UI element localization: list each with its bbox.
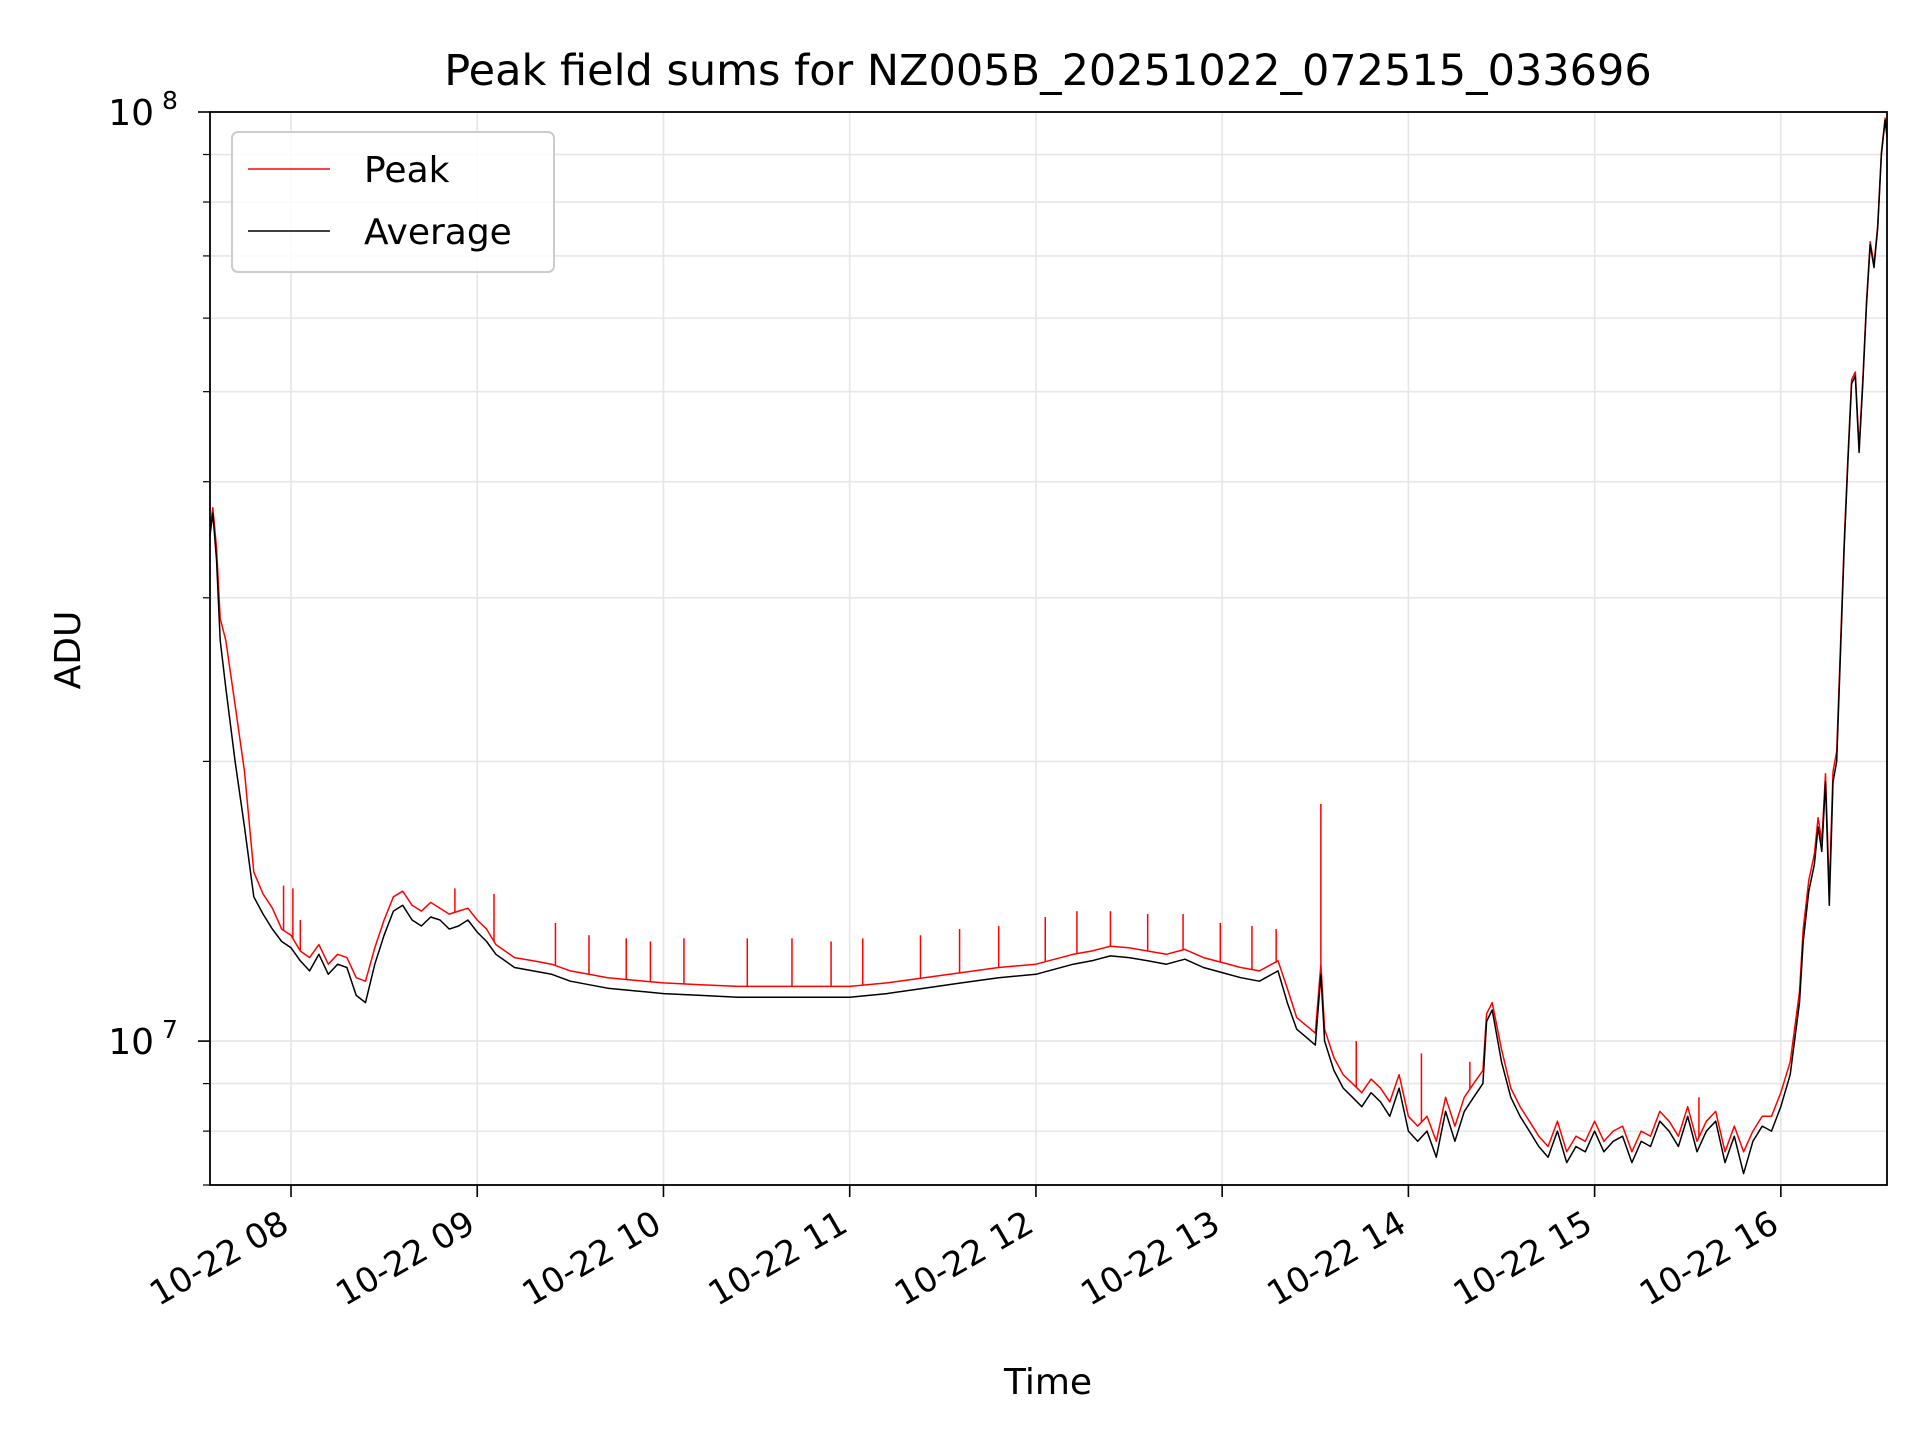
legend: Peak Average bbox=[231, 131, 555, 273]
x-tick-label: 10-22 16 bbox=[1633, 1203, 1785, 1314]
x-tick-label: 10-22 12 bbox=[888, 1203, 1040, 1314]
x-tick-label: 10-22 09 bbox=[329, 1203, 481, 1314]
y-tick-exponent: 7 bbox=[162, 1015, 178, 1044]
x-tick-label: 10-22 11 bbox=[702, 1203, 854, 1314]
x-tick-label: 10-22 14 bbox=[1260, 1203, 1412, 1314]
plot-frame bbox=[209, 111, 1888, 1186]
x-tick-label: 10-22 10 bbox=[516, 1203, 668, 1314]
y-tick-exponent: 8 bbox=[162, 86, 178, 115]
series-layer bbox=[209, 117, 1888, 1175]
x-tick-label: 10-22 15 bbox=[1447, 1203, 1599, 1314]
y-tick-label: 10 bbox=[108, 1022, 154, 1063]
legend-label-average: Average bbox=[364, 212, 512, 253]
x-tick-label: 10-22 08 bbox=[143, 1203, 295, 1314]
y-tick-label: 10 bbox=[108, 93, 154, 134]
legend-label-peak: Peak bbox=[364, 150, 450, 191]
x-tick-label: 10-22 13 bbox=[1074, 1203, 1226, 1314]
x-axis-label: Time bbox=[1003, 1362, 1092, 1403]
chart-title: Peak field sums for NZ005B_20251022_0725… bbox=[444, 46, 1652, 96]
series-line-peak bbox=[209, 117, 1888, 1153]
y-axis-label: ADU bbox=[48, 611, 89, 690]
series-line-average bbox=[209, 119, 1888, 1175]
legend-box bbox=[231, 131, 555, 273]
